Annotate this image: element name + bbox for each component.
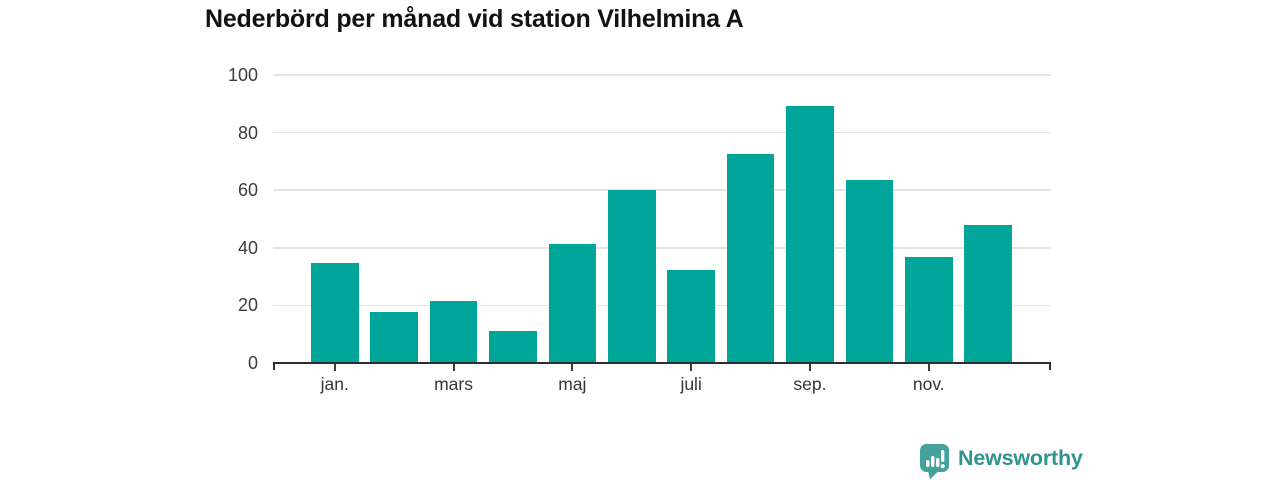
plot-area [273, 74, 1051, 363]
x-axis-tick-mars [452, 364, 455, 371]
bar-sep.[interactable] [786, 106, 834, 363]
y-axis-tick-label-0: 0 [247, 353, 258, 373]
gridline-y-100 [273, 74, 1051, 76]
bar-juni[interactable] [608, 189, 656, 363]
bar-okt.[interactable] [845, 180, 894, 363]
chart-title: Nederbörd per månad vid station Vilhelmi… [205, 5, 744, 33]
bar-apr.[interactable] [489, 331, 537, 363]
newsworthy-logo[interactable]: Newsworthy [919, 443, 1083, 480]
bar-nov.[interactable] [905, 257, 953, 363]
x-axis-tick-nov. [927, 364, 930, 371]
x-axis-tick-juli [690, 364, 693, 371]
x-axis-tick-label-mars: mars [434, 374, 473, 394]
newsworthy-logo-text: Newsworthy [958, 446, 1083, 470]
x-axis-endcap-right [1049, 362, 1051, 370]
y-axis-tick-label-40: 40 [237, 237, 258, 258]
bar-aug.[interactable] [726, 153, 775, 363]
bar-maj[interactable] [548, 243, 597, 363]
newsworthy-speech-bubble-bar-chart-icon [920, 444, 949, 480]
y-axis-tick-label-100: 100 [227, 65, 258, 85]
x-axis-endcap-left [273, 362, 275, 370]
x-axis-tick-jan. [333, 364, 336, 371]
bar-juli[interactable] [667, 269, 715, 363]
x-axis-tick-maj [571, 364, 574, 371]
gridline-y-20 [273, 304, 1051, 307]
x-axis-tick-label-sep.: sep. [793, 374, 827, 394]
x-axis-tick-sep. [808, 364, 811, 371]
x-axis-line [273, 362, 1051, 364]
gridline-y-60 [273, 189, 1051, 191]
gridline-y-40 [273, 247, 1051, 249]
y-axis-tick-label-60: 60 [237, 180, 258, 201]
gridline-y-80 [273, 131, 1051, 134]
bar-jan.[interactable] [311, 263, 359, 363]
bar-mars[interactable] [429, 300, 478, 363]
bar-feb.[interactable] [370, 312, 418, 363]
x-axis-tick-label-jan.: jan. [320, 374, 349, 394]
bar-dec.[interactable] [964, 225, 1012, 363]
x-axis-tick-label-maj: maj [558, 374, 587, 394]
y-axis-tick-label-20: 20 [237, 295, 258, 316]
x-axis-tick-label-juli: juli [680, 374, 702, 394]
x-axis-tick-label-nov.: nov. [912, 374, 945, 394]
y-axis-tick-label-80: 80 [237, 122, 258, 143]
